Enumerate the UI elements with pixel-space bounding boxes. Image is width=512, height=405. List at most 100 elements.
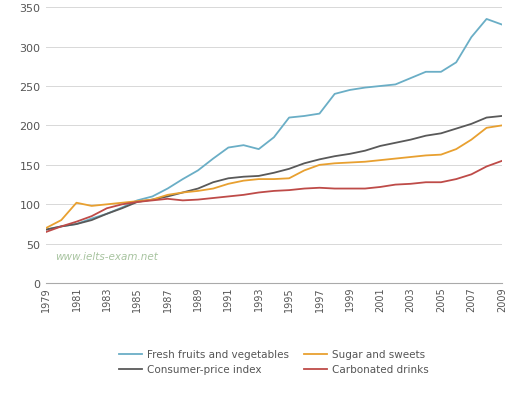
- Carbonated drinks: [255, 191, 262, 196]
- Carbonated drinks: [453, 177, 459, 182]
- Fresh fruits and vegetables: [362, 86, 368, 91]
- Carbonated drinks: [286, 188, 292, 193]
- Consumer-price index: [347, 152, 353, 157]
- Sugar and sweets: [271, 177, 277, 182]
- Sugar and sweets: [377, 158, 383, 163]
- Consumer-price index: [301, 162, 307, 166]
- Sugar and sweets: [438, 153, 444, 158]
- Sugar and sweets: [119, 201, 125, 206]
- Carbonated drinks: [377, 185, 383, 190]
- Consumer-price index: [241, 175, 247, 180]
- Sugar and sweets: [347, 161, 353, 166]
- Line: Fresh fruits and vegetables: Fresh fruits and vegetables: [46, 20, 502, 230]
- Legend: Fresh fruits and vegetables, Consumer-price index, Sugar and sweets, Carbonated : Fresh fruits and vegetables, Consumer-pr…: [119, 349, 429, 375]
- Consumer-price index: [377, 144, 383, 149]
- Carbonated drinks: [150, 198, 156, 203]
- Fresh fruits and vegetables: [453, 61, 459, 66]
- Sugar and sweets: [43, 226, 49, 231]
- Consumer-price index: [119, 206, 125, 211]
- Line: Consumer-price index: Consumer-price index: [46, 117, 502, 230]
- Consumer-price index: [134, 200, 140, 205]
- Consumer-price index: [104, 212, 110, 217]
- Fresh fruits and vegetables: [210, 157, 216, 162]
- Fresh fruits and vegetables: [73, 222, 79, 227]
- Sugar and sweets: [104, 202, 110, 207]
- Carbonated drinks: [362, 187, 368, 192]
- Line: Sugar and sweets: Sugar and sweets: [46, 126, 502, 228]
- Sugar and sweets: [255, 177, 262, 182]
- Carbonated drinks: [195, 198, 201, 202]
- Carbonated drinks: [225, 194, 231, 199]
- Sugar and sweets: [362, 160, 368, 165]
- Fresh fruits and vegetables: [483, 17, 489, 22]
- Consumer-price index: [73, 222, 79, 227]
- Sugar and sweets: [286, 177, 292, 181]
- Fresh fruits and vegetables: [408, 77, 414, 81]
- Consumer-price index: [210, 180, 216, 185]
- Sugar and sweets: [225, 182, 231, 187]
- Sugar and sweets: [392, 157, 398, 162]
- Fresh fruits and vegetables: [225, 146, 231, 151]
- Fresh fruits and vegetables: [195, 168, 201, 173]
- Carbonated drinks: [392, 183, 398, 188]
- Fresh fruits and vegetables: [392, 83, 398, 87]
- Carbonated drinks: [423, 180, 429, 185]
- Fresh fruits and vegetables: [119, 205, 125, 210]
- Sugar and sweets: [332, 162, 338, 166]
- Carbonated drinks: [347, 187, 353, 192]
- Consumer-price index: [483, 116, 489, 121]
- Carbonated drinks: [483, 164, 489, 169]
- Consumer-price index: [164, 194, 170, 199]
- Sugar and sweets: [210, 187, 216, 192]
- Text: www.ielts-exam.net: www.ielts-exam.net: [55, 252, 158, 262]
- Carbonated drinks: [104, 206, 110, 211]
- Consumer-price index: [286, 167, 292, 172]
- Carbonated drinks: [499, 159, 505, 164]
- Sugar and sweets: [73, 201, 79, 206]
- Sugar and sweets: [180, 191, 186, 196]
- Fresh fruits and vegetables: [301, 114, 307, 119]
- Consumer-price index: [316, 158, 323, 162]
- Sugar and sweets: [89, 204, 95, 209]
- Carbonated drinks: [164, 197, 170, 202]
- Sugar and sweets: [195, 189, 201, 194]
- Sugar and sweets: [408, 155, 414, 160]
- Fresh fruits and vegetables: [377, 84, 383, 89]
- Carbonated drinks: [58, 224, 65, 229]
- Fresh fruits and vegetables: [438, 70, 444, 75]
- Consumer-price index: [89, 218, 95, 223]
- Carbonated drinks: [89, 214, 95, 219]
- Consumer-price index: [468, 122, 475, 127]
- Consumer-price index: [225, 177, 231, 181]
- Consumer-price index: [180, 191, 186, 196]
- Consumer-price index: [453, 127, 459, 132]
- Consumer-price index: [255, 174, 262, 179]
- Consumer-price index: [392, 141, 398, 146]
- Sugar and sweets: [150, 198, 156, 202]
- Fresh fruits and vegetables: [316, 112, 323, 117]
- Sugar and sweets: [164, 193, 170, 198]
- Carbonated drinks: [119, 202, 125, 207]
- Fresh fruits and vegetables: [164, 187, 170, 192]
- Fresh fruits and vegetables: [89, 217, 95, 222]
- Sugar and sweets: [453, 147, 459, 152]
- Consumer-price index: [195, 187, 201, 192]
- Carbonated drinks: [73, 220, 79, 224]
- Sugar and sweets: [301, 168, 307, 173]
- Consumer-price index: [332, 154, 338, 159]
- Sugar and sweets: [499, 124, 505, 128]
- Consumer-price index: [408, 138, 414, 143]
- Sugar and sweets: [58, 218, 65, 223]
- Carbonated drinks: [316, 186, 323, 191]
- Consumer-price index: [271, 171, 277, 176]
- Fresh fruits and vegetables: [332, 92, 338, 97]
- Carbonated drinks: [438, 180, 444, 185]
- Consumer-price index: [43, 228, 49, 232]
- Fresh fruits and vegetables: [241, 143, 247, 148]
- Fresh fruits and vegetables: [43, 228, 49, 232]
- Fresh fruits and vegetables: [286, 116, 292, 121]
- Consumer-price index: [499, 114, 505, 119]
- Sugar and sweets: [241, 179, 247, 183]
- Fresh fruits and vegetables: [58, 224, 65, 229]
- Consumer-price index: [423, 134, 429, 139]
